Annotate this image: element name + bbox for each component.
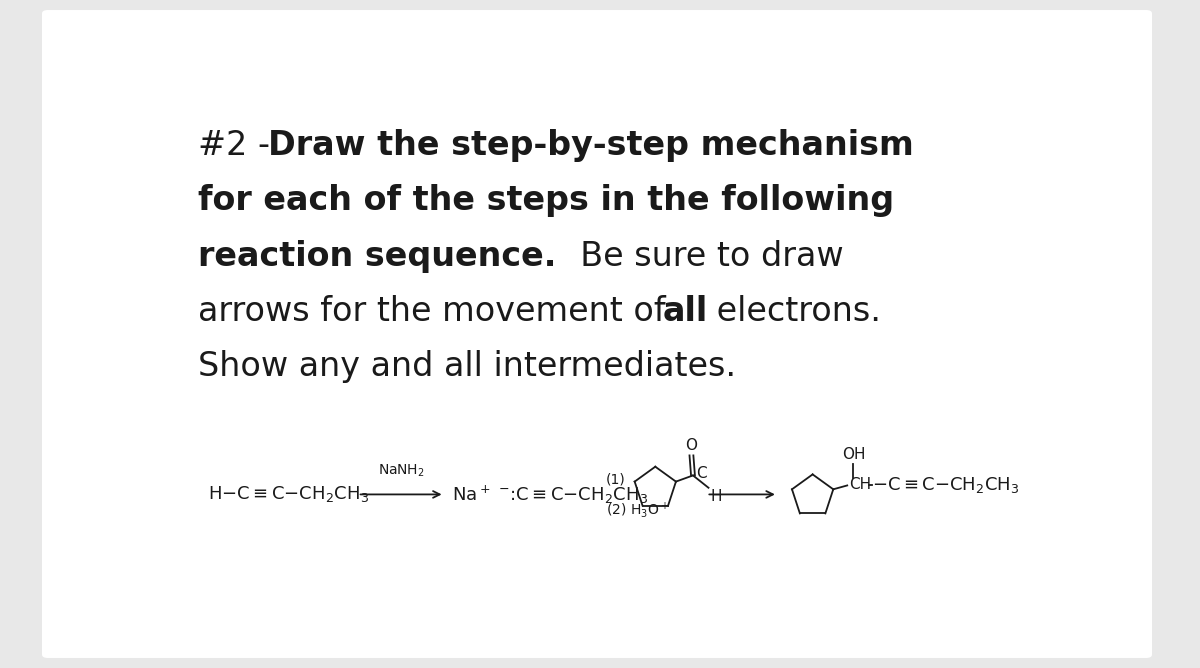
Text: NaNH$_2$: NaNH$_2$ [378,463,425,479]
Text: Draw the step-by-step mechanism: Draw the step-by-step mechanism [268,129,913,162]
Text: #2 -: #2 - [198,129,281,162]
Text: C: C [696,466,707,482]
Text: arrows for the movement of: arrows for the movement of [198,295,677,328]
Text: $-$C$\equiv$C$-$CH$_2$CH$_3$: $-$C$\equiv$C$-$CH$_2$CH$_3$ [872,475,1020,495]
Text: all: all [664,295,708,328]
Text: reaction sequence.: reaction sequence. [198,240,557,273]
Text: (1): (1) [606,472,625,486]
Text: CH: CH [848,477,871,492]
Text: electrons.: electrons. [707,295,882,328]
Text: (2) H$_3$O$^+$: (2) H$_3$O$^+$ [606,500,668,520]
Text: H$-$C$\equiv$C$-$CH$_2$CH$_3$: H$-$C$\equiv$C$-$CH$_2$CH$_3$ [208,484,370,504]
Text: Be sure to draw: Be sure to draw [559,240,844,273]
Text: for each of the steps in the following: for each of the steps in the following [198,184,894,217]
Text: H: H [710,489,721,504]
Text: Show any and all intermediates.: Show any and all intermediates. [198,351,736,383]
Text: OH: OH [841,447,865,462]
Text: Na$^+$ $^{-}$:C$\equiv$C$-$CH$_2$CH$_3$: Na$^+$ $^{-}$:C$\equiv$C$-$CH$_2$CH$_3$ [452,483,648,506]
Text: O: O [685,438,697,453]
